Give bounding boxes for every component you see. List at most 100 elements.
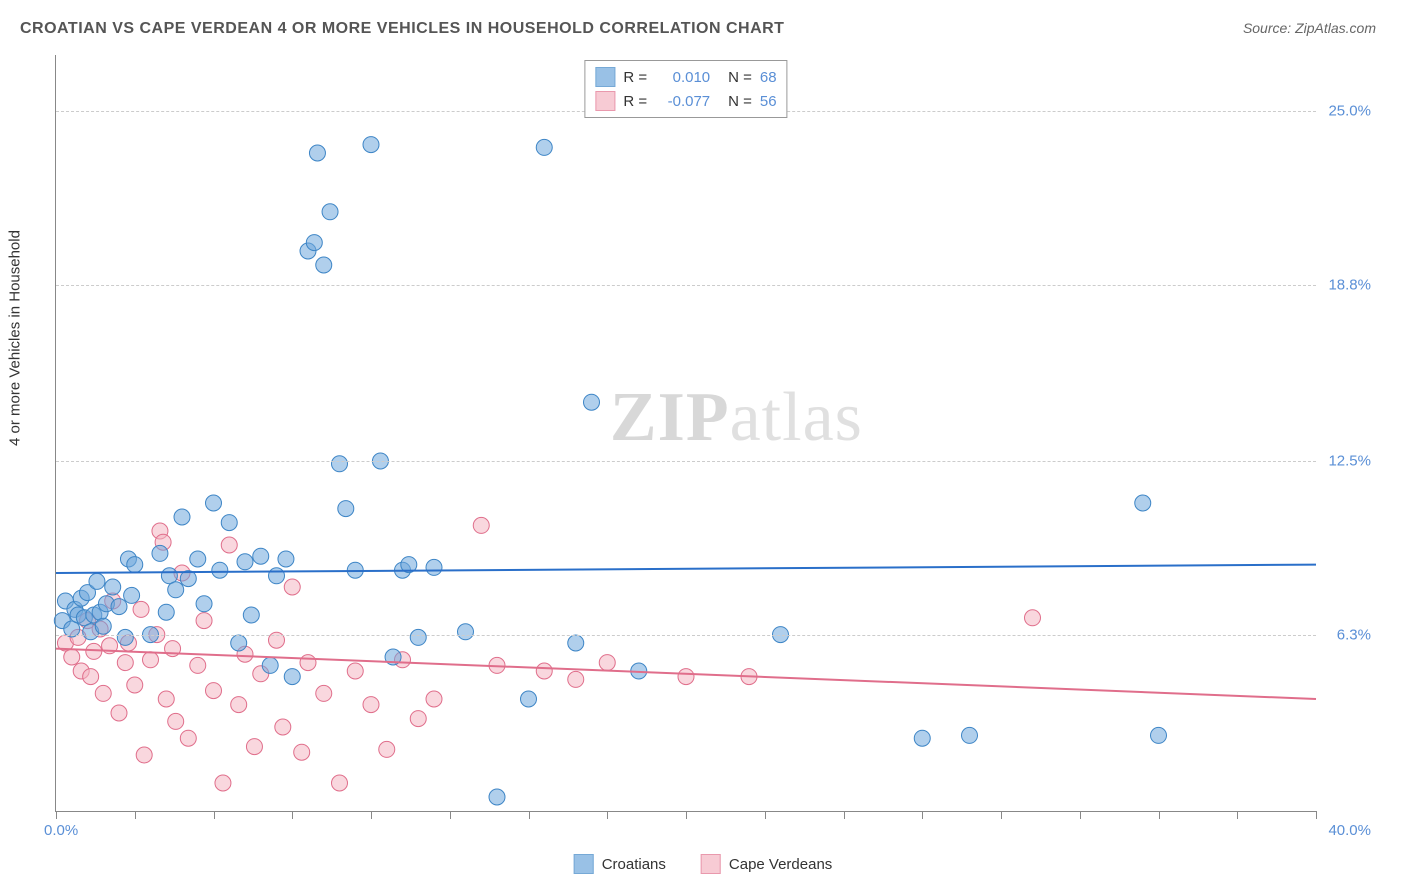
data-point [332, 775, 348, 791]
r-value: 0.010 [655, 69, 710, 86]
legend-series: Croatians Cape Verdeans [574, 854, 833, 874]
legend-correlation: R =0.010N =68R =-0.077N =56 [584, 60, 787, 118]
x-tick [529, 811, 530, 819]
x-tick [1237, 811, 1238, 819]
r-label: R = [623, 69, 647, 86]
x-min-label: 0.0% [44, 822, 78, 839]
data-point [105, 579, 121, 595]
r-value: -0.077 [655, 93, 710, 110]
data-point [338, 501, 354, 517]
plot-area: ZIPatlas R =0.010N =68R =-0.077N =56 0.0… [55, 55, 1316, 812]
data-point [363, 697, 379, 713]
data-point [1025, 610, 1041, 626]
data-point [221, 515, 237, 531]
x-tick [135, 811, 136, 819]
data-point [363, 137, 379, 153]
data-point [206, 683, 222, 699]
trend-line [56, 649, 1316, 699]
data-point [300, 655, 316, 671]
n-value: 56 [760, 93, 777, 110]
data-point [196, 596, 212, 612]
y-tick-label: 12.5% [1328, 453, 1371, 470]
data-point [410, 711, 426, 727]
data-point [309, 145, 325, 161]
data-point [64, 649, 80, 665]
data-point [152, 545, 168, 561]
data-point [410, 629, 426, 645]
x-tick [292, 811, 293, 819]
data-point [221, 537, 237, 553]
data-point [536, 139, 552, 155]
x-tick [765, 811, 766, 819]
n-value: 68 [760, 69, 777, 86]
chart-container: ZIPatlas R =0.010N =68R =-0.077N =56 0.0… [55, 55, 1376, 842]
data-point [253, 548, 269, 564]
data-point [1135, 495, 1151, 511]
x-max-label: 40.0% [1328, 822, 1371, 839]
data-point [322, 204, 338, 220]
legend-series-item: Cape Verdeans [701, 854, 832, 874]
data-point [111, 705, 127, 721]
data-point [136, 747, 152, 763]
legend-series-label: Cape Verdeans [729, 856, 832, 873]
legend-swatch [701, 854, 721, 874]
data-point [215, 775, 231, 791]
data-point [262, 657, 278, 673]
r-label: R = [623, 93, 647, 110]
legend-row: R =0.010N =68 [591, 65, 780, 89]
data-point [212, 562, 228, 578]
data-point [117, 629, 133, 645]
data-point [95, 685, 111, 701]
data-point [158, 604, 174, 620]
data-point [168, 713, 184, 729]
legend-series-label: Croatians [602, 856, 666, 873]
x-tick [922, 811, 923, 819]
data-point [83, 669, 99, 685]
data-point [95, 618, 111, 634]
data-point [86, 643, 102, 659]
data-point [306, 235, 322, 251]
data-point [89, 573, 105, 589]
data-point [284, 669, 300, 685]
data-point [124, 587, 140, 603]
x-tick [607, 811, 608, 819]
x-tick [1316, 811, 1317, 819]
data-point [174, 509, 190, 525]
x-tick [450, 811, 451, 819]
data-point [599, 655, 615, 671]
data-point [294, 744, 310, 760]
data-point [568, 671, 584, 687]
data-point [246, 739, 262, 755]
source-label: Source: ZipAtlas.com [1243, 20, 1376, 36]
x-tick [1001, 811, 1002, 819]
legend-row: R =-0.077N =56 [591, 89, 780, 113]
y-axis-label: 4 or more Vehicles in Household [7, 230, 24, 446]
data-point [127, 677, 143, 693]
data-point [379, 741, 395, 757]
data-point [133, 601, 149, 617]
data-point [190, 551, 206, 567]
data-point [269, 568, 285, 584]
data-point [426, 559, 442, 575]
data-point [117, 655, 133, 671]
data-point [206, 495, 222, 511]
data-point [231, 697, 247, 713]
x-tick [371, 811, 372, 819]
data-point [243, 607, 259, 623]
data-point [111, 599, 127, 615]
data-point [316, 685, 332, 701]
data-point [237, 554, 253, 570]
data-point [275, 719, 291, 735]
x-tick [56, 811, 57, 819]
data-point [190, 657, 206, 673]
legend-swatch [595, 67, 615, 87]
y-tick-label: 25.0% [1328, 103, 1371, 120]
data-point [196, 613, 212, 629]
data-point [168, 582, 184, 598]
data-point [458, 624, 474, 640]
gridline [56, 285, 1316, 286]
chart-title: CROATIAN VS CAPE VERDEAN 4 OR MORE VEHIC… [20, 20, 784, 38]
y-tick-label: 18.8% [1328, 276, 1371, 293]
x-tick [1159, 811, 1160, 819]
data-point [278, 551, 294, 567]
